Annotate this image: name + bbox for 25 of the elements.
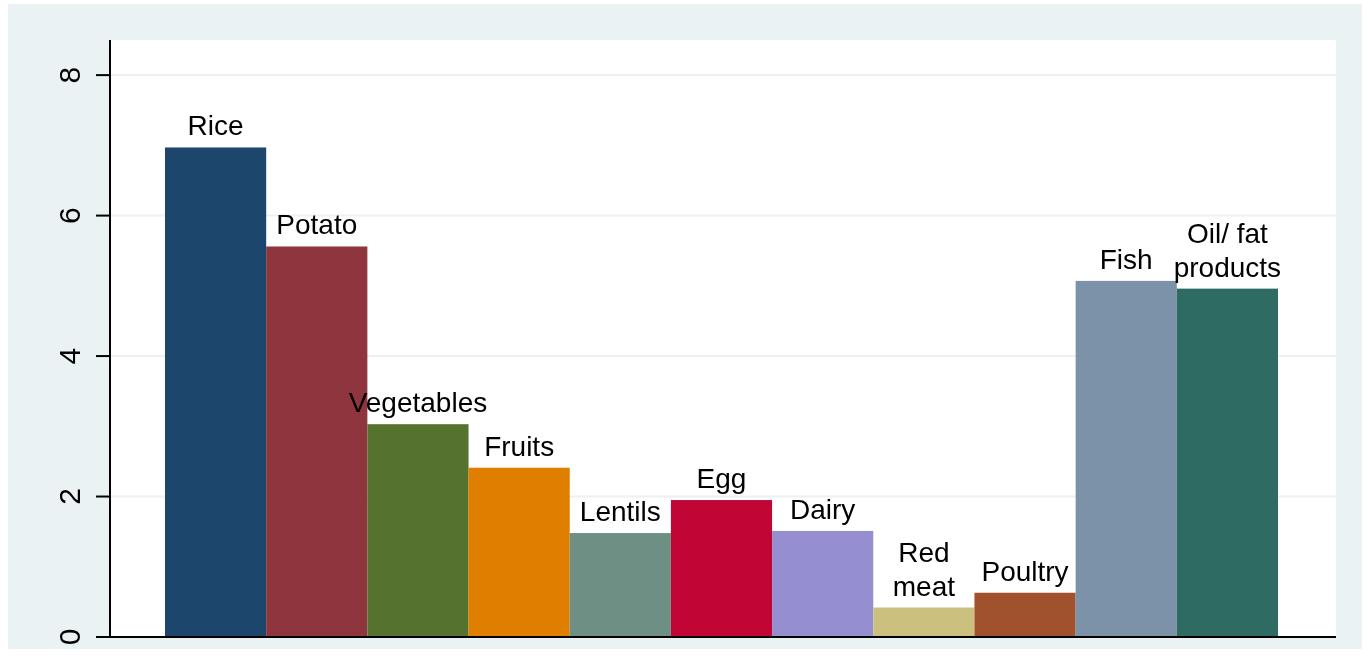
- bar: [974, 592, 1076, 637]
- x-tick-label: Dairy: [790, 493, 856, 525]
- x-tick-label: Oil/ fat products: [1173, 217, 1282, 283]
- x-tick-label: Potato: [276, 209, 358, 241]
- x-tick-label: Fish: [1099, 243, 1153, 275]
- bar: [772, 530, 874, 637]
- bar: [468, 467, 570, 637]
- bar: [367, 424, 469, 637]
- x-tick-label: Poultry: [981, 555, 1069, 587]
- bar: [873, 607, 975, 637]
- bar: [1176, 288, 1278, 637]
- bar: [670, 500, 773, 637]
- y-tick-label: 4: [53, 347, 86, 365]
- x-tick-label: Red meat: [892, 536, 956, 602]
- y-tick-label: 6: [53, 207, 86, 224]
- y-tick-label: 2: [53, 488, 86, 505]
- bar: [569, 533, 671, 637]
- bar: [1075, 280, 1177, 637]
- x-tick-label: Lentils: [579, 496, 661, 528]
- x-tick-label: Egg: [696, 463, 747, 495]
- bar: [165, 147, 267, 637]
- x-tick-label: Rice: [187, 110, 244, 142]
- y-tick-label: 0: [53, 628, 86, 646]
- y-tick-label: 8: [53, 66, 86, 84]
- x-tick-label: Fruits: [484, 430, 555, 462]
